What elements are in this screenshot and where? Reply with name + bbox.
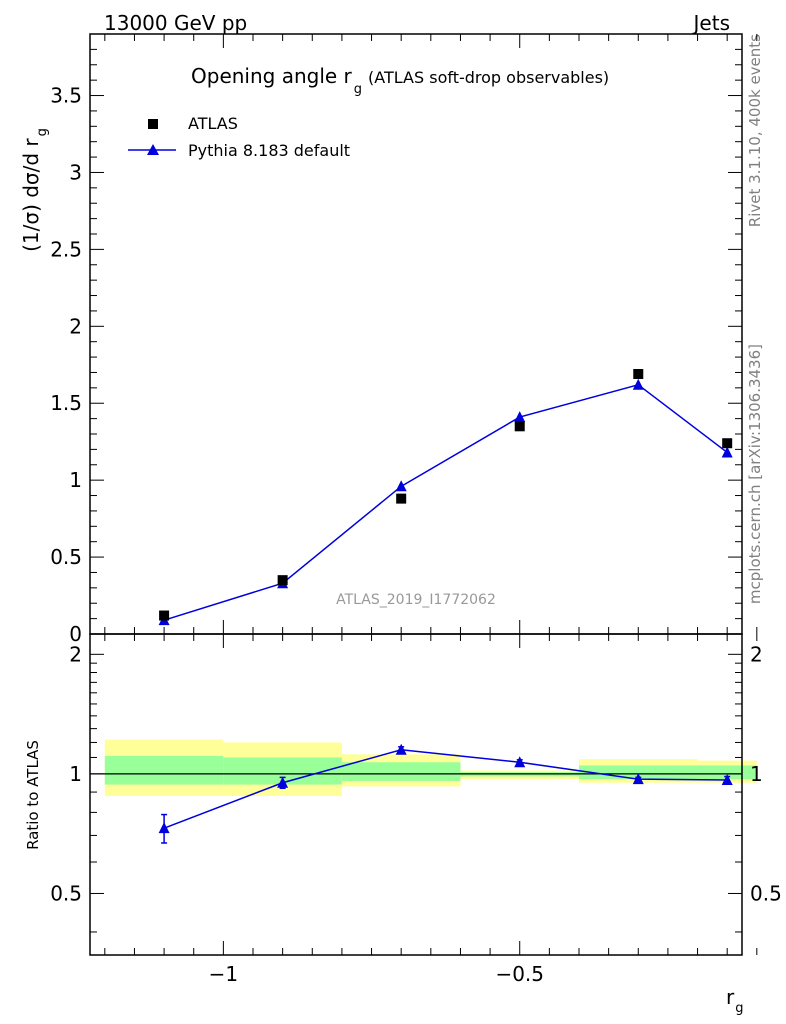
ratio-ytick-label: 1 [69, 762, 82, 786]
main-ticks: 0 0.5 1 1.5 2 2.5 3 3.5 [50, 34, 758, 646]
ratio-point [158, 822, 170, 834]
legend-pythia-label: Pythia 8.183 default [188, 141, 350, 160]
analysis-label: ATLAS_2019_I1772062 [336, 592, 496, 608]
main-ytick-label: 1 [69, 468, 82, 492]
main-series [158, 369, 733, 626]
pythia-point [721, 446, 733, 458]
pythia-point [395, 480, 407, 492]
main-ytick-label: 2.5 [50, 237, 82, 261]
ratio-point [632, 773, 644, 785]
ratio-point [721, 774, 733, 786]
atlas-point [396, 493, 407, 504]
ratio-point [277, 776, 289, 788]
legend-atlas-marker [148, 119, 158, 129]
main-panel: 0 0.5 1 1.5 2 2.5 3 3.5 Opening angle rg(ATLAS … [19, 33, 758, 646]
process-label: Jets [692, 11, 730, 35]
atlas-point [514, 421, 525, 432]
main-ytick-label: 0 [69, 622, 82, 646]
legend: ATLAS Pythia 8.183 default [128, 114, 350, 160]
x-tick-label: −1 [209, 962, 238, 986]
pythia-point [514, 411, 526, 423]
ratio-series [158, 743, 733, 844]
atlas-point [159, 610, 170, 621]
x-axis-label: rg [726, 985, 744, 1016]
ratio-ytick-label: 2 [69, 642, 82, 666]
ratio-point [514, 756, 526, 768]
atlas-point [277, 575, 288, 586]
main-ytick-label: 1.5 [50, 391, 82, 415]
ratio-ytick-label: 0.5 [50, 881, 82, 905]
pythia-line [163, 383, 728, 621]
ratio-band-green [341, 762, 461, 781]
ratio-line [163, 749, 728, 829]
legend-atlas-label: ATLAS [188, 114, 238, 133]
main-y-axis-label: (1/σ) dσ/d rg [19, 128, 50, 252]
ratio-point [395, 743, 407, 755]
main-ytick-label: 3 [69, 160, 82, 184]
atlas-point [722, 438, 733, 449]
mcplots-label: mcplots.cern.ch [arXiv:1306.3436] [746, 344, 764, 604]
main-ytick-label: 3.5 [50, 84, 82, 108]
x-tick-label: −0.5 [495, 962, 544, 986]
energy-label: 13000 GeV pp [104, 11, 247, 35]
main-ytick-label: 0.5 [50, 545, 82, 569]
ratio-ytick-label-right: 2 [750, 642, 763, 666]
main-title: Opening angle rg(ATLAS soft-drop observa… [191, 64, 609, 97]
ratio-band-green [579, 765, 698, 780]
pythia-point [632, 378, 644, 390]
ratio-ticks: 0.5 0.5 1 1 2 2 −1 −0.5 [50, 634, 782, 986]
ratio-panel: 0.5 0.5 1 1 2 2 −1 −0.5 Ratio to ATLAS rg [24, 633, 782, 1016]
ratio-y-axis-label: Ratio to ATLAS [24, 740, 42, 850]
rivet-label: Rivet 3.1.10, 400k events [746, 34, 764, 227]
main-ytick-label: 2 [69, 314, 82, 338]
atlas-point [633, 369, 644, 379]
ratio-ytick-label-right: 0.5 [750, 881, 782, 905]
ratio-ytick-label-right: 1 [750, 762, 763, 786]
ratio-band-green [104, 755, 224, 785]
ratio-bands [90, 739, 757, 796]
legend-pythia-marker [147, 144, 159, 155]
svg-text:(1/σ) dσ/d rg: (1/σ) dσ/d rg [19, 128, 50, 252]
ratio-frame [89, 633, 743, 956]
